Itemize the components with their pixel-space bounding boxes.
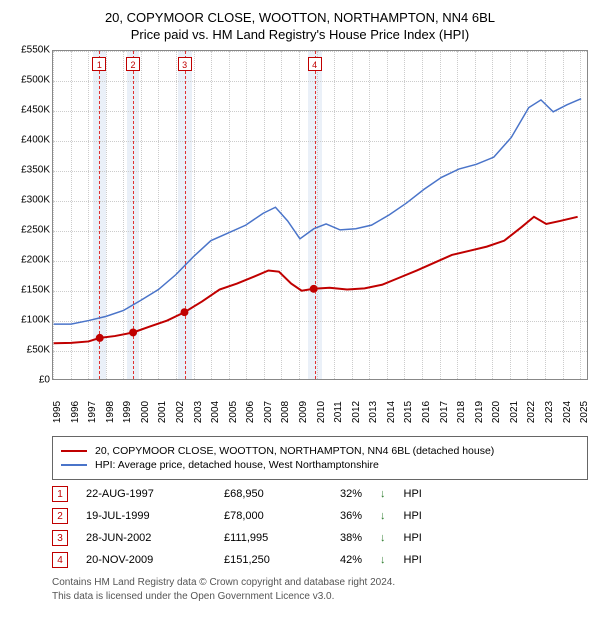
marker-box: 3 — [178, 57, 192, 71]
legend-label: 20, COPYMOOR CLOSE, WOOTTON, NORTHAMPTON… — [95, 445, 494, 457]
y-tick-label: £350K — [21, 165, 50, 176]
marker-box: 4 — [308, 57, 322, 71]
y-tick-label: £50K — [27, 345, 50, 356]
x-tick-label: 2007 — [263, 401, 274, 423]
footer: Contains HM Land Registry data © Crown c… — [52, 576, 592, 603]
transaction-row: 2 19-JUL-1999 £78,000 36% ↓ HPI — [52, 508, 588, 524]
x-tick-label: 2015 — [403, 401, 414, 423]
transaction-date: 19-JUL-1999 — [86, 510, 206, 522]
y-tick-label: £400K — [21, 135, 50, 146]
x-tick-label: 2025 — [579, 401, 590, 423]
x-tick-label: 2000 — [140, 401, 151, 423]
transaction-hpi-label: HPI — [404, 510, 422, 522]
transaction-index: 3 — [52, 530, 68, 546]
legend: 20, COPYMOOR CLOSE, WOOTTON, NORTHAMPTON… — [52, 436, 588, 480]
x-tick-label: 2002 — [175, 401, 186, 423]
y-tick-label: £0 — [39, 375, 50, 386]
legend-swatch — [61, 450, 87, 452]
transaction-hpi-label: HPI — [404, 554, 422, 566]
transaction-index: 2 — [52, 508, 68, 524]
transaction-hpi-label: HPI — [404, 488, 422, 500]
x-tick-label: 2019 — [474, 401, 485, 423]
chart: £0 £50K £100K £150K £200K £250K £300K £350K £400… — [8, 50, 592, 430]
transaction-pct: 36% — [322, 510, 362, 522]
y-tick-label: £250K — [21, 225, 50, 236]
x-tick-label: 1999 — [122, 401, 133, 423]
x-tick-label: 2009 — [298, 401, 309, 423]
legend-item: 20, COPYMOOR CLOSE, WOOTTON, NORTHAMPTON… — [61, 445, 579, 457]
data-point — [129, 329, 137, 337]
transaction-pct: 42% — [322, 554, 362, 566]
x-tick-label: 2006 — [245, 401, 256, 423]
x-tick-label: 2013 — [368, 401, 379, 423]
transaction-price: £111,995 — [224, 532, 304, 544]
y-tick-label: £550K — [21, 45, 50, 56]
marker-box: 1 — [92, 57, 106, 71]
transaction-price: £68,950 — [224, 488, 304, 500]
y-tick-label: £150K — [21, 285, 50, 296]
transaction-row: 3 28-JUN-2002 £111,995 38% ↓ HPI — [52, 530, 588, 546]
transaction-pct: 38% — [322, 532, 362, 544]
x-tick-label: 2012 — [351, 401, 362, 423]
x-tick-label: 2001 — [157, 401, 168, 423]
down-arrow-icon: ↓ — [380, 488, 386, 500]
footer-line-2: This data is licensed under the Open Gov… — [52, 590, 592, 604]
x-tick-label: 2008 — [280, 401, 291, 423]
x-tick-label: 2023 — [544, 401, 555, 423]
x-tick-label: 2021 — [509, 401, 520, 423]
y-tick-label: £200K — [21, 255, 50, 266]
x-tick-label: 1995 — [52, 401, 63, 423]
transaction-index: 1 — [52, 486, 68, 502]
x-tick-label: 2005 — [228, 401, 239, 423]
x-tick-label: 1998 — [105, 401, 116, 423]
data-point — [180, 308, 188, 316]
title-line-1: 20, COPYMOOR CLOSE, WOOTTON, NORTHAMPTON… — [8, 10, 592, 25]
y-tick-label: £500K — [21, 75, 50, 86]
marker-box: 2 — [126, 57, 140, 71]
transaction-pct: 32% — [322, 488, 362, 500]
transactions-table: 1 22-AUG-1997 £68,950 32% ↓ HPI 2 19-JUL-1999 £7… — [52, 486, 588, 568]
plot-area: 1 2 3 4 — [52, 50, 588, 380]
transaction-index: 4 — [52, 552, 68, 568]
x-tick-label: 2020 — [491, 401, 502, 423]
x-tick-label: 2003 — [193, 401, 204, 423]
down-arrow-icon: ↓ — [380, 554, 386, 566]
y-tick-label: £100K — [21, 315, 50, 326]
title-line-2: Price paid vs. HM Land Registry's House … — [8, 27, 592, 42]
transaction-date: 20-NOV-2009 — [86, 554, 206, 566]
down-arrow-icon: ↓ — [380, 510, 386, 522]
x-tick-label: 2014 — [386, 401, 397, 423]
transaction-row: 4 20-NOV-2009 £151,250 42% ↓ HPI — [52, 552, 588, 568]
legend-swatch — [61, 464, 87, 466]
x-tick-label: 2024 — [562, 401, 573, 423]
x-tick-label: 2010 — [316, 401, 327, 423]
transaction-row: 1 22-AUG-1997 £68,950 32% ↓ HPI — [52, 486, 588, 502]
transaction-price: £78,000 — [224, 510, 304, 522]
transaction-date: 22-AUG-1997 — [86, 488, 206, 500]
legend-label: HPI: Average price, detached house, West… — [95, 459, 379, 471]
data-point — [310, 285, 318, 293]
down-arrow-icon: ↓ — [380, 532, 386, 544]
legend-item: HPI: Average price, detached house, West… — [61, 459, 579, 471]
transaction-price: £151,250 — [224, 554, 304, 566]
y-axis-labels: £0£50K£100K£150K£200K£250K£300K£350K£400… — [8, 50, 52, 380]
chart-lines — [53, 51, 587, 379]
transaction-date: 28-JUN-2002 — [86, 532, 206, 544]
y-tick-label: £450K — [21, 105, 50, 116]
x-tick-label: 2016 — [421, 401, 432, 423]
series-property — [54, 217, 578, 343]
x-tick-label: 2011 — [333, 401, 344, 423]
x-tick-label: 2018 — [456, 401, 467, 423]
x-tick-label: 1997 — [87, 401, 98, 423]
transaction-hpi-label: HPI — [404, 532, 422, 544]
x-tick-label: 1996 — [70, 401, 81, 423]
x-tick-label: 2017 — [439, 401, 450, 423]
y-tick-label: £300K — [21, 195, 50, 206]
footer-line-1: Contains HM Land Registry data © Crown c… — [52, 576, 592, 590]
data-point — [96, 334, 104, 342]
x-axis-labels: 1995 1996 1997 1998 1999 2000 2001 2002 2003 2004… — [52, 382, 588, 428]
x-tick-label: 2004 — [210, 401, 221, 423]
x-tick-label: 2022 — [526, 401, 537, 423]
